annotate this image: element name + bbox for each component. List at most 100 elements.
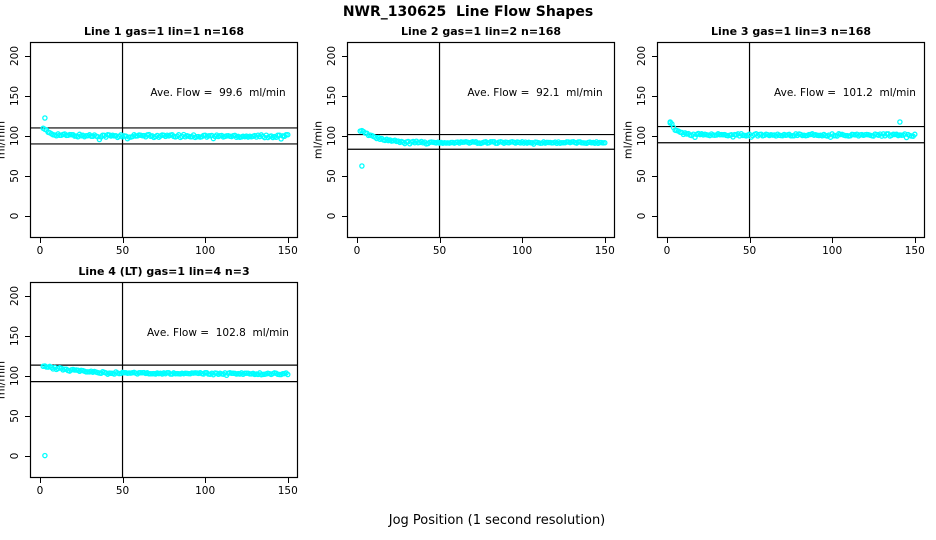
y-tick-label: 100 — [636, 125, 648, 146]
y-axis-label: ml/min — [621, 121, 635, 160]
main-title: NWR_130625 Line Flow Shapes — [342, 4, 594, 20]
y-tick — [652, 135, 657, 137]
avg-flow-annotation: Ave. Flow = 102.8 ml/min — [147, 327, 289, 340]
plot-title: Line 2 gas=1 lin=2 n=168 — [400, 25, 562, 38]
plot-frame — [29, 41, 299, 239]
x-tick-label: 50 — [432, 245, 447, 257]
subplot-line-3: Line 3 gas=1 lin=3 n=168 ml/min Ave. Flo… — [622, 25, 926, 257]
y-tick — [342, 95, 347, 97]
x-tick — [205, 478, 207, 483]
y-tick — [25, 335, 30, 337]
plot-frame — [29, 281, 299, 479]
y-tick-label: 150 — [326, 85, 338, 106]
y-tick — [342, 55, 347, 57]
outlier-point — [42, 115, 48, 121]
y-tick-label: 50 — [636, 168, 648, 183]
y-tick-label: 200 — [326, 45, 338, 66]
y-tick — [25, 135, 30, 137]
y-tick-label: 150 — [636, 85, 648, 106]
x-tick-label: 100 — [512, 245, 533, 257]
y-tick — [25, 175, 30, 177]
plot-area — [656, 41, 926, 239]
y-tick-label: 150 — [9, 325, 21, 346]
x-tick-label: 150 — [277, 245, 298, 257]
x-tick-label: 150 — [904, 245, 925, 257]
outlier-point — [667, 119, 673, 125]
y-tick-label: 0 — [9, 212, 21, 219]
flow-point — [912, 131, 918, 138]
avg-flow-annotation: Ave. Flow = 92.1 ml/min — [467, 87, 603, 100]
y-tick — [25, 95, 30, 97]
y-tick-label: 200 — [9, 285, 21, 306]
y-tick — [652, 175, 657, 177]
x-axis-label: Jog Position (1 second resolution) — [388, 513, 606, 528]
y-tick-label: 100 — [9, 125, 21, 146]
subplot-line-4: Line 4 (LT) gas=1 lin=4 n=3 ml/min Ave. … — [0, 265, 299, 497]
flow-points-series — [40, 115, 291, 143]
y-tick — [25, 215, 30, 217]
flow-point — [285, 131, 291, 138]
x-tick — [39, 238, 41, 243]
y-tick — [652, 215, 657, 217]
plot-title: Line 4 (LT) gas=1 lin=4 n=3 — [78, 265, 250, 278]
outlier-point — [359, 163, 365, 169]
y-tick-label: 0 — [636, 212, 648, 219]
plot-area — [29, 281, 299, 479]
x-tick — [287, 238, 289, 243]
avg-flow-annotation: Ave. Flow = 101.2 ml/min — [774, 87, 916, 100]
x-tick-label: 50 — [742, 245, 757, 257]
y-tick — [342, 135, 347, 137]
y-tick-label: 100 — [9, 365, 21, 386]
x-tick-label: 0 — [663, 245, 671, 257]
x-tick-label: 0 — [36, 485, 44, 497]
x-tick — [666, 238, 668, 243]
outlier-point — [897, 119, 903, 125]
x-tick — [914, 238, 916, 243]
plot-area — [29, 41, 299, 239]
y-axis-label: ml/min — [0, 361, 8, 400]
y-tick — [652, 95, 657, 97]
y-axis-label: ml/min — [311, 121, 325, 160]
plot-title: Line 1 gas=1 lin=1 n=168 — [83, 25, 245, 38]
y-tick — [25, 455, 30, 457]
x-tick — [749, 238, 751, 243]
y-tick — [25, 295, 30, 297]
y-tick-label: 100 — [326, 125, 338, 146]
subplot-line-2: Line 2 gas=1 lin=2 n=168 ml/min Ave. Flo… — [312, 25, 616, 257]
plot-frame — [346, 41, 616, 239]
y-tick-label: 0 — [326, 212, 338, 219]
plot-frame — [656, 41, 926, 239]
x-tick-label: 100 — [822, 245, 843, 257]
x-tick-label: 50 — [115, 485, 130, 497]
x-tick — [522, 238, 524, 243]
x-tick — [832, 238, 834, 243]
y-tick-label: 50 — [326, 168, 338, 183]
x-tick — [205, 238, 207, 243]
y-tick — [342, 175, 347, 177]
subplot-line-1: Line 1 gas=1 lin=1 n=168 ml/min Ave. Flo… — [0, 25, 299, 257]
y-tick-label: 0 — [9, 452, 21, 459]
x-tick-label: 0 — [36, 245, 44, 257]
flow-points-series — [667, 119, 918, 141]
y-tick-label: 150 — [9, 85, 21, 106]
y-tick-label: 200 — [9, 45, 21, 66]
plot-title: Line 3 gas=1 lin=3 n=168 — [710, 25, 872, 38]
x-tick — [39, 478, 41, 483]
x-tick — [604, 238, 606, 243]
y-tick — [25, 415, 30, 417]
plot-area — [346, 41, 616, 239]
y-tick — [342, 215, 347, 217]
x-tick — [356, 238, 358, 243]
x-tick-label: 0 — [353, 245, 361, 257]
flow-points-series — [357, 127, 608, 169]
avg-flow-annotation: Ave. Flow = 99.6 ml/min — [150, 87, 286, 100]
x-tick-label: 50 — [115, 245, 130, 257]
x-tick — [439, 238, 441, 243]
x-tick-label: 150 — [594, 245, 615, 257]
x-tick-label: 100 — [195, 245, 216, 257]
x-tick-label: 100 — [195, 485, 216, 497]
y-tick-label: 200 — [636, 45, 648, 66]
y-axis-label: ml/min — [0, 121, 8, 160]
flow-point — [602, 140, 608, 146]
